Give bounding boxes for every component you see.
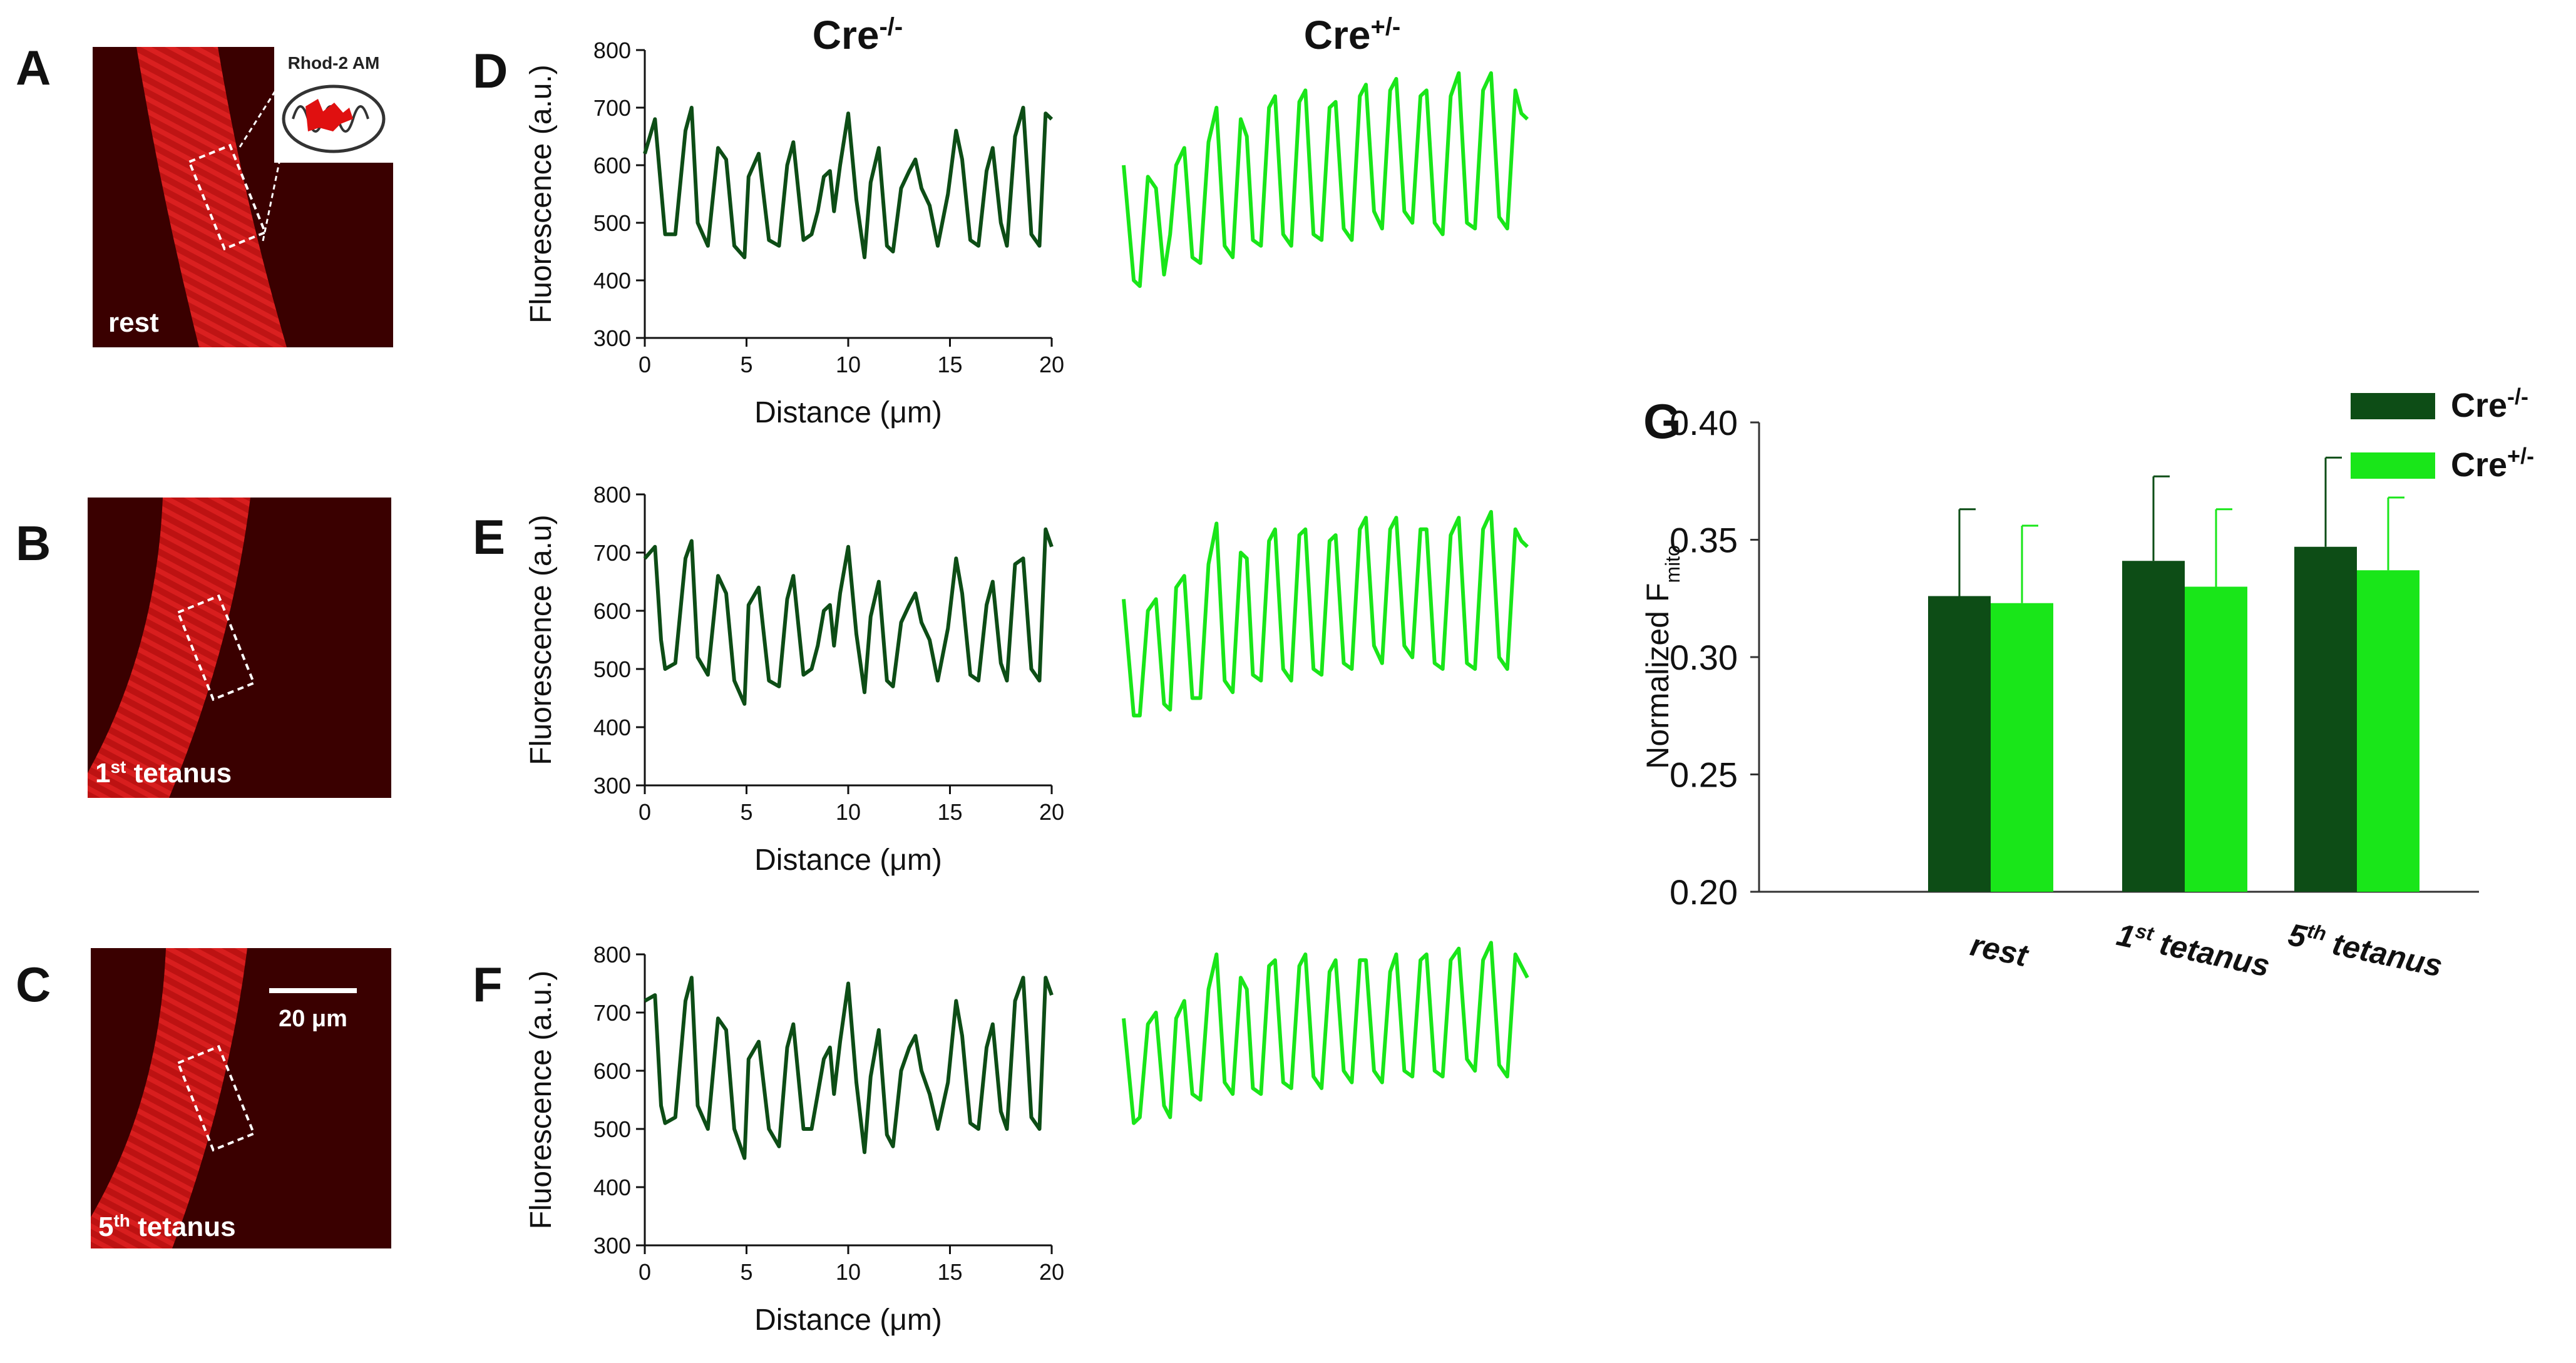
category-label: rest: [1968, 927, 2033, 973]
legend-swatch-cre-ko: [2351, 393, 2435, 419]
micrograph-rest-image: Rhod-2 AM rest: [93, 47, 393, 347]
panel-letter-e: E: [473, 509, 505, 564]
series-line-cre-ko: [643, 527, 1054, 706]
series-line-cre-het: [1122, 71, 1529, 288]
roi-box: [187, 143, 267, 251]
y-tick-label: 0.35: [1670, 521, 1738, 560]
panel-letter-a: A: [16, 40, 51, 95]
x-tick-label: 15: [937, 799, 962, 825]
y-tick-label: 500: [593, 656, 631, 682]
panel-letter-c: C: [16, 957, 51, 1012]
condition-label-rest: rest: [108, 307, 159, 338]
micrograph-5th-tetanus: 20 μm 5th tetanus: [91, 948, 391, 1248]
y-axis-label: Fluorescence (a.u.): [525, 64, 558, 324]
y-tick-label: 300: [593, 773, 631, 799]
x-axis-label: Distance (μm): [754, 396, 942, 429]
y-tick-label: 800: [593, 482, 631, 508]
micrograph-1st-tetanus-image: 1st tetanus: [88, 498, 391, 798]
chart-profile-e: 300 400 500 600 700 800 0 5 10 15 20 Distance (μm) F…: [525, 482, 1529, 877]
column-header-cre-ko: Cre-/-: [813, 13, 903, 58]
series-line-cre-het: [1122, 509, 1529, 718]
x-tick-label: 15: [937, 1259, 962, 1285]
series-line-cre-ko: [644, 976, 1054, 1160]
y-tick-label: 600: [593, 1058, 631, 1084]
x-axis-label: Distance (μm): [754, 1304, 942, 1337]
roi-box: [176, 594, 256, 702]
category-label: 1st tetanus: [2113, 916, 2273, 983]
y-tick-label: 700: [593, 540, 631, 566]
y-tick-label: 400: [593, 1175, 631, 1200]
legend-swatch-cre-het: [2351, 452, 2435, 479]
x-tick-label: 0: [639, 352, 651, 377]
x-axis-label: Distance (μm): [754, 844, 942, 877]
y-tick-label: 500: [593, 1116, 631, 1142]
panel-letter-g: G: [1643, 394, 1681, 449]
condition-label-5th-tetanus: 5th tetanus: [98, 1211, 236, 1243]
y-tick-label: 400: [593, 715, 631, 740]
panel-letter-d: D: [473, 43, 508, 98]
x-tick-label: 10: [836, 1259, 861, 1285]
y-tick-label: 700: [593, 95, 631, 121]
series-line-cre-het: [1122, 941, 1529, 1125]
bar-cre-het: [1991, 603, 2053, 892]
y-tick-label: 0.25: [1670, 755, 1738, 795]
micrograph-5th-tetanus-image: 20 μm 5th tetanus: [91, 948, 391, 1248]
bar-cre-ko: [2122, 561, 2185, 892]
series-line-cre-ko: [643, 106, 1054, 260]
x-tick-label: 10: [836, 352, 861, 377]
y-axis-label: Fluorescence (a.u.): [525, 971, 558, 1230]
y-tick-label: 0.30: [1670, 638, 1738, 677]
micrograph-1st-tetanus: 1st tetanus: [88, 498, 391, 798]
y-tick-label: 500: [593, 210, 631, 236]
y-tick-label: 600: [593, 598, 631, 624]
x-tick-label: 0: [639, 1259, 651, 1285]
y-axis-label: Normalized Fmito: [1640, 545, 1684, 769]
x-tick-label: 5: [740, 799, 752, 825]
category-label: 5th tetanus: [2286, 916, 2446, 984]
y-tick-label: 400: [593, 268, 631, 294]
y-tick-label: 700: [593, 1000, 631, 1026]
chart-bar-g: 0.20 0.25 0.30 0.35 0.40 Normalized Fmito rest…: [1640, 384, 2534, 984]
legend-label-cre-ko: Cre-/-: [2451, 384, 2528, 425]
y-tick-label: 0.40: [1670, 403, 1738, 442]
x-tick-label: 20: [1039, 352, 1064, 377]
legend-label-cre-het: Cre+/-: [2451, 443, 2534, 484]
x-tick-label: 20: [1039, 799, 1064, 825]
x-tick-label: 15: [937, 352, 962, 377]
roi-box: [176, 1044, 256, 1152]
mitochondrion-inset: Rhod-2 AM: [274, 47, 393, 163]
bar-cre-ko: [2294, 546, 2357, 892]
y-tick-label: 300: [593, 1233, 631, 1258]
panel-letter-f: F: [473, 957, 503, 1012]
y-axis-label: Fluorescence (a.u): [525, 514, 558, 765]
x-tick-label: 10: [836, 799, 861, 825]
scale-bar-label: 20 μm: [279, 1006, 347, 1032]
y-tick-label: 0.20: [1670, 872, 1738, 912]
chart-profile-f: 300 400 500 600 700 800 0 5 10 15 20 Distance (μm) F…: [525, 941, 1529, 1337]
y-tick-label: 600: [593, 153, 631, 178]
bar-cre-het: [2357, 570, 2419, 892]
bar-cre-ko: [1928, 596, 1991, 892]
condition-label-1st-tetanus: 1st tetanus: [95, 757, 232, 789]
x-tick-label: 5: [740, 1259, 752, 1285]
panel-letter-b: B: [16, 516, 51, 571]
y-tick-label: 300: [593, 325, 631, 351]
x-tick-label: 0: [639, 799, 651, 825]
y-tick-label: 800: [593, 38, 631, 63]
y-tick-label: 800: [593, 942, 631, 967]
column-header-cre-het: Cre+/-: [1304, 13, 1401, 58]
inset-label: Rhod-2 AM: [288, 53, 380, 73]
bar-cre-het: [2185, 586, 2247, 892]
chart-profile-d: 300 400 500 600 700 800 0 5 10 15 20 Distance (μm) F…: [525, 38, 1529, 429]
x-tick-label: 20: [1039, 1259, 1064, 1285]
x-tick-label: 5: [740, 352, 752, 377]
micrograph-rest: Rhod-2 AM rest: [93, 47, 393, 347]
